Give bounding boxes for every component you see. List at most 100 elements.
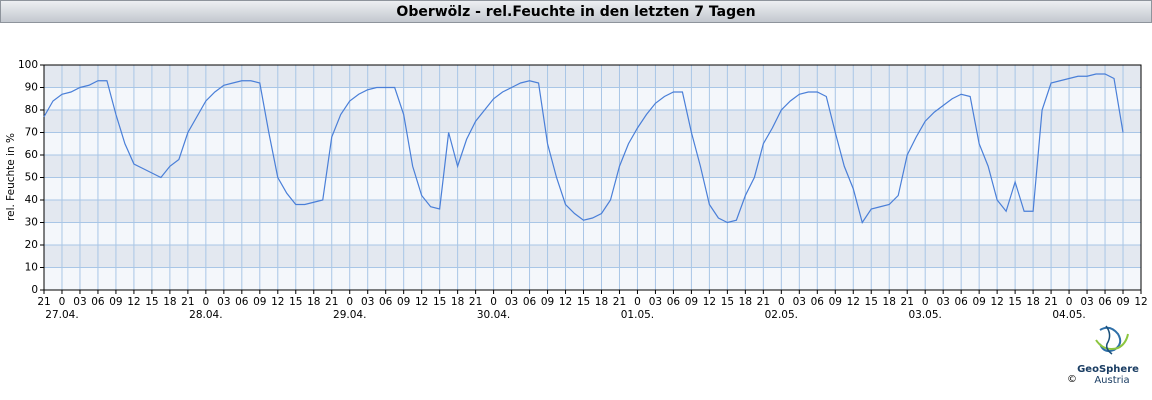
x-tick-label: 0 [778,296,785,308]
x-tick-label: 21 [901,296,914,308]
x-tick-label: 09 [397,296,410,308]
y-tick-label: 10 [25,262,38,274]
x-tick-label: 0 [59,296,66,308]
date-label: 03.05. [908,309,941,321]
x-tick-label: 15 [577,296,590,308]
date-label: 02.05. [765,309,798,321]
grid-band [44,177,1141,200]
x-tick-label: 21 [1044,296,1057,308]
date-label: 28.04. [189,309,222,321]
y-tick-label: 100 [18,59,38,71]
x-tick-label: 12 [1134,296,1147,308]
x-tick-label: 06 [91,296,105,308]
grid-band [44,155,1141,178]
x-tick-label: 18 [595,296,608,308]
logo: GeoSphere Austria © [1067,325,1139,386]
x-tick-label: 18 [163,296,176,308]
copyright: © [1067,374,1077,385]
grid-band [44,65,1141,88]
x-tick-label: 12 [559,296,572,308]
x-tick-label: 15 [433,296,446,308]
x-tick-label: 09 [109,296,122,308]
x-tick-label: 03 [217,296,230,308]
x-tick-label: 12 [415,296,428,308]
y-tick-label: 90 [25,82,38,94]
grid-band [44,200,1141,223]
logo-icon [1105,325,1113,355]
x-tick-label: 18 [1026,296,1039,308]
x-tick-label: 09 [972,296,985,308]
x-tick-label: 12 [271,296,284,308]
x-tick-label: 0 [1066,296,1073,308]
y-tick-label: 0 [31,284,38,296]
data-line [43,73,1124,224]
date-label: 27.04. [45,309,78,321]
x-tick-label: 18 [451,296,464,308]
x-tick-label: 21 [37,296,50,308]
x-tick-label: 12 [847,296,860,308]
x-tick-label: 21 [469,296,482,308]
y-tick-label: 70 [25,127,38,139]
x-tick-label: 21 [181,296,194,308]
x-tick-label: 12 [127,296,140,308]
x-tick-label: 0 [922,296,929,308]
y-tick-label: 50 [25,172,38,184]
x-tick-label: 03 [793,296,806,308]
grid-band [44,267,1141,290]
x-tick-label: 12 [703,296,716,308]
x-tick-label: 0 [634,296,641,308]
x-tick-label: 06 [379,296,393,308]
logo-name: GeoSphere [1077,364,1139,375]
y-tick-label: 20 [25,239,38,251]
logo-icon [1095,333,1129,350]
x-tick-label: 09 [1116,296,1129,308]
x-tick-label: 09 [541,296,554,308]
x-tick-label: 18 [883,296,896,308]
x-tick-label: 0 [490,296,497,308]
y-tick-label: 30 [25,217,38,229]
x-tick-label: 12 [990,296,1003,308]
grid-band [44,87,1141,110]
x-tick-label: 03 [361,296,374,308]
x-tick-label: 06 [667,296,681,308]
chart-title: Oberwölz - rel.Feuchte in den letzten 7 … [396,4,755,20]
date-label: 30.04. [477,309,510,321]
x-tick-label: 03 [505,296,518,308]
x-tick-label: 15 [145,296,158,308]
grid-band [44,110,1141,133]
x-tick-label: 18 [739,296,752,308]
x-tick-label: 06 [1098,296,1112,308]
x-tick-label: 18 [307,296,320,308]
logo-icon [1099,326,1122,353]
x-tick-label: 09 [253,296,266,308]
grid-band [44,222,1141,245]
x-tick-label: 21 [757,296,770,308]
date-label: 01.05. [621,309,654,321]
grid-band [44,245,1141,268]
x-tick-label: 0 [346,296,353,308]
x-tick-label: 15 [721,296,734,308]
y-axis-label: rel. Feuchte in % [5,133,17,221]
logo-name: Austria [1094,375,1129,386]
x-tick-label: 06 [235,296,249,308]
grid-band [44,132,1141,155]
x-tick-label: 09 [685,296,698,308]
y-tick-label: 60 [25,149,38,161]
x-tick-label: 03 [1080,296,1093,308]
x-tick-label: 15 [865,296,878,308]
date-label: 04.05. [1052,309,1085,321]
x-tick-label: 06 [811,296,825,308]
x-tick-label: 03 [649,296,662,308]
x-tick-label: 15 [289,296,302,308]
x-tick-label: 06 [523,296,537,308]
plot-border [43,64,1142,291]
x-tick-label: 15 [1008,296,1021,308]
x-tick-label: 03 [73,296,86,308]
x-tick-label: 21 [325,296,338,308]
x-tick-label: 09 [829,296,842,308]
x-tick-label: 03 [936,296,949,308]
date-label: 29.04. [333,309,366,321]
x-tick-label: 0 [203,296,210,308]
